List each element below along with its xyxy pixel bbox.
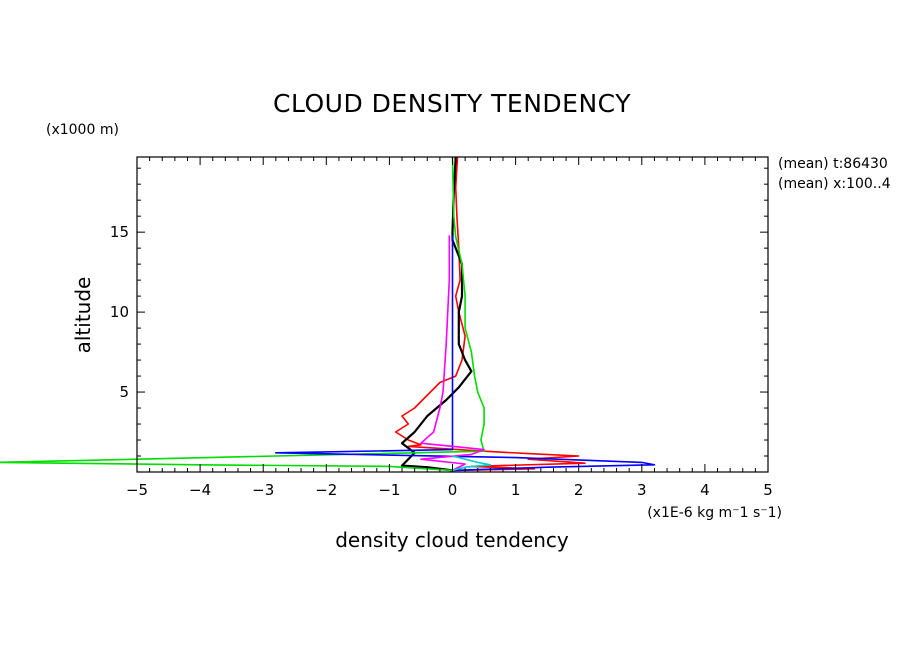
y-tick-label: 15 <box>110 223 129 241</box>
x-tick-label: 2 <box>574 481 584 499</box>
x-unit-label: (x1E-6 kg m⁻1 s⁻1) <box>647 505 782 521</box>
x-tick-label: −4 <box>189 481 211 499</box>
series-layer <box>0 156 656 472</box>
x-tick-label: 0 <box>448 481 458 499</box>
x-tick-label: 5 <box>763 481 773 499</box>
series-line-4 <box>274 235 656 472</box>
y-tick-label: 10 <box>110 303 129 321</box>
x-tick-label: −2 <box>315 481 337 499</box>
x-tick-label: 1 <box>511 481 521 499</box>
x-tick-label: −5 <box>126 481 148 499</box>
x-tick-label: 3 <box>637 481 647 499</box>
x-tick-label: −1 <box>378 481 400 499</box>
x-tick-label: 4 <box>700 481 710 499</box>
y-axis-label: altitude <box>71 277 95 354</box>
series-line-5 <box>420 235 485 472</box>
series-line-1 <box>394 156 586 472</box>
x-axis-label: density cloud tendency <box>335 528 569 552</box>
series-line-6 <box>452 455 492 472</box>
annotation-time: (mean) t:86430 <box>778 156 888 172</box>
series-line-3 <box>0 156 485 472</box>
x-tick-label: −3 <box>252 481 274 499</box>
series-line-2 <box>400 156 473 472</box>
chart-title: CLOUD DENSITY TENDENCY <box>273 89 631 118</box>
annotation-x: (mean) x:100..4 <box>778 176 891 192</box>
y-tick-label: 5 <box>119 383 129 401</box>
y-unit-label: (x1000 m) <box>46 122 119 138</box>
axes-layer: −5 −4 −3 −2 −1 0 1 2 3 4 5 5 10 15 <box>110 156 773 499</box>
